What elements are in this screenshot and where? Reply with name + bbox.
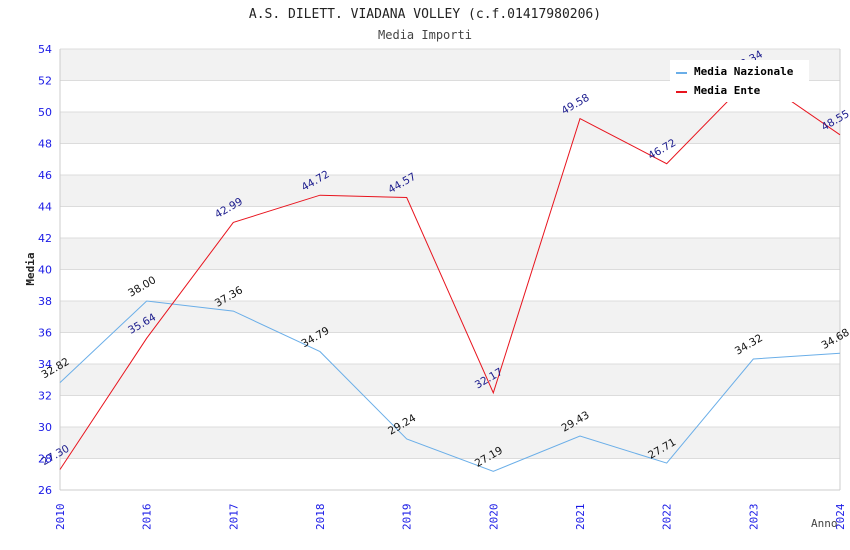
x-axis-label: Anno — [811, 517, 838, 530]
y-tick-label: 48 — [38, 138, 52, 151]
y-tick-label: 26 — [38, 484, 52, 497]
x-tick-label: 2010 — [54, 504, 67, 531]
y-tick-label: 54 — [38, 43, 52, 56]
y-tick-label: 42 — [38, 232, 52, 245]
grid-band — [60, 238, 840, 270]
gridlines — [59, 48, 841, 491]
x-tick-label: 2022 — [661, 504, 674, 531]
legend-label-ente: Media Ente — [694, 84, 761, 97]
y-axis-ticks: 26 28 30 32 34 36 38 40 42 44 46 48 50 52 54 — [38, 43, 52, 497]
grid-band — [60, 175, 840, 207]
y-tick-label: 36 — [38, 327, 52, 340]
legend-box — [670, 60, 809, 102]
series-group — [59, 74, 841, 472]
y-tick-label: 44 — [38, 201, 52, 214]
series-line-media-nazionale — [59, 300, 841, 472]
legend: Media Nazionale Media Ente — [670, 60, 809, 102]
y-tick-label: 34 — [38, 358, 52, 371]
x-tick-label: 2023 — [747, 504, 760, 531]
grid-band — [60, 301, 840, 333]
legend-label-nazionale: Media Nazionale — [694, 65, 794, 78]
y-tick-label: 46 — [38, 169, 52, 182]
chart-title: A.S. DILETT. VIADANA VOLLEY (c.f.0141798… — [249, 7, 601, 22]
x-axis-ticks: 2010 2016 2017 2018 2019 2020 2021 2022 2023 2024 — [54, 503, 847, 530]
chart-subtitle: Media Importi — [378, 28, 472, 42]
y-tick-label: 40 — [38, 264, 52, 277]
x-tick-label: 2016 — [141, 504, 154, 531]
grid-band — [60, 427, 840, 459]
y-tick-label: 52 — [38, 75, 52, 88]
y-tick-label: 38 — [38, 295, 52, 308]
grid-band — [60, 395, 840, 427]
y-tick-label: 32 — [38, 390, 52, 403]
x-tick-label: 2021 — [574, 504, 587, 531]
grid-band — [60, 364, 840, 396]
x-tick-label: 2018 — [314, 504, 327, 531]
grid-band — [60, 143, 840, 175]
x-tick-label: 2024 — [834, 503, 847, 530]
y-tick-label: 30 — [38, 421, 52, 434]
y-tick-label: 50 — [38, 106, 52, 119]
grid-band — [60, 332, 840, 364]
y-axis-label: Media — [24, 252, 37, 285]
x-tick-label: 2019 — [401, 504, 414, 531]
grid-band — [60, 458, 840, 490]
grid-band — [60, 112, 840, 144]
x-tick-label: 2020 — [487, 504, 500, 531]
y-tick-label: 28 — [38, 453, 52, 466]
series-line-media-ente — [59, 74, 841, 470]
x-tick-label: 2017 — [227, 504, 240, 531]
grid-band — [60, 206, 840, 238]
